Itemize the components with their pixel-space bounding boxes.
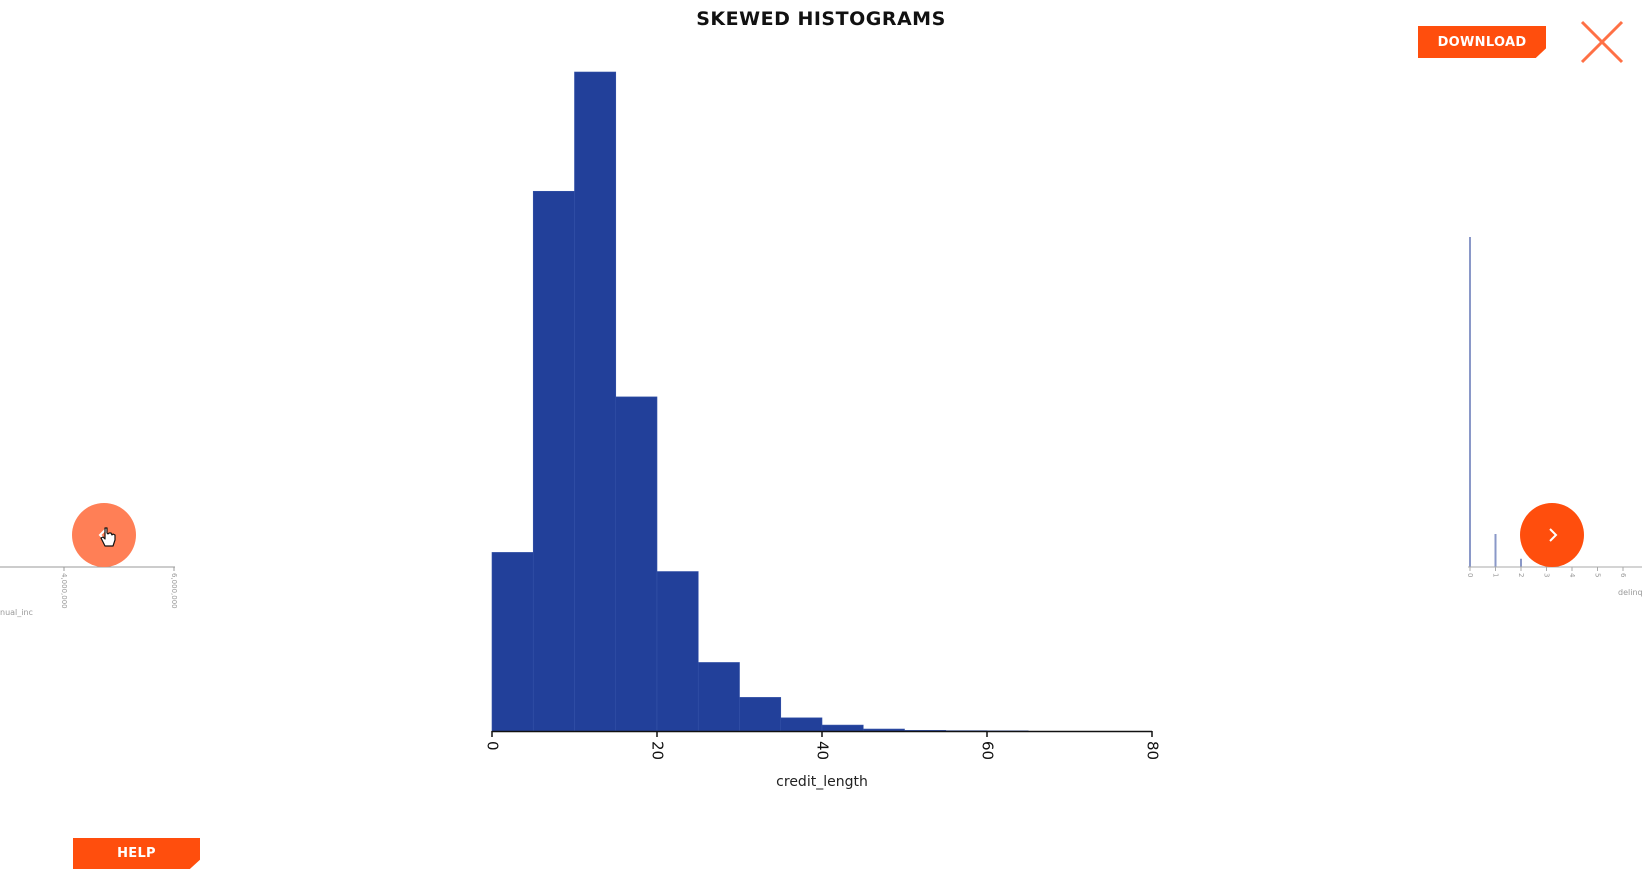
- right-chart-tick-label: 6: [1619, 573, 1627, 578]
- x-tick-label: 80: [1144, 741, 1162, 760]
- help-button[interactable]: HELP: [73, 838, 200, 869]
- x-tick-label: 60: [979, 741, 997, 760]
- x-tick-label: 40: [814, 741, 832, 760]
- histogram-bar: [615, 396, 658, 732]
- right-chart-x-axis-label: delinq_2: [1618, 588, 1642, 597]
- close-icon: [1580, 20, 1624, 64]
- histogram-bar: [780, 717, 823, 732]
- chevron-right-icon: [1549, 528, 1558, 542]
- histogram-bar: [532, 190, 575, 732]
- right-chart-tick-label: 2: [1517, 573, 1525, 577]
- right-chart-tick-label: 0: [1466, 573, 1474, 577]
- histogram-bar: [491, 552, 534, 732]
- right-chart-tick-label: 3: [1543, 573, 1551, 577]
- left-chart-tick-label: 6,000,000: [170, 573, 178, 609]
- left-chart-x-axis-label: nual_inc: [0, 608, 33, 617]
- previous-chart-button[interactable]: [72, 503, 136, 567]
- x-axis-label: credit_length: [776, 774, 868, 790]
- right-chart-tick-label: 4: [1568, 573, 1576, 578]
- histogram-bar: [574, 71, 617, 732]
- hand-cursor-icon: [100, 527, 116, 547]
- next-chart-button[interactable]: [1520, 503, 1584, 567]
- close-button[interactable]: [1578, 18, 1626, 66]
- histogram-bar: [862, 728, 905, 732]
- histogram-bar: [697, 662, 740, 732]
- right-chart-tick-label: 5: [1594, 573, 1602, 577]
- histogram-bar: [821, 724, 864, 732]
- right-chart-tick-label: 1: [1492, 573, 1500, 577]
- x-tick-label: 0: [484, 741, 502, 751]
- histogram-bar: [739, 697, 782, 732]
- x-tick-label: 20: [649, 741, 667, 760]
- download-button[interactable]: DOWNLOAD: [1418, 26, 1546, 58]
- page-title: SKEWED HISTOGRAMS: [696, 8, 946, 30]
- left-chart-tick-label: 4,000,000: [60, 573, 68, 609]
- histogram-bar: [656, 571, 699, 732]
